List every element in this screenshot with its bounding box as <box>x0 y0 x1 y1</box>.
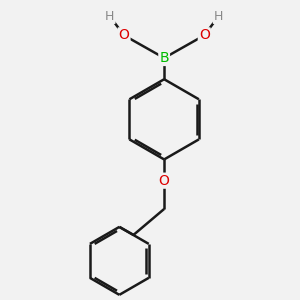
Text: O: O <box>159 174 170 188</box>
Text: H: H <box>105 10 115 23</box>
Text: B: B <box>159 51 169 65</box>
Text: O: O <box>199 28 210 42</box>
Text: O: O <box>118 28 130 42</box>
Text: H: H <box>214 10 223 23</box>
